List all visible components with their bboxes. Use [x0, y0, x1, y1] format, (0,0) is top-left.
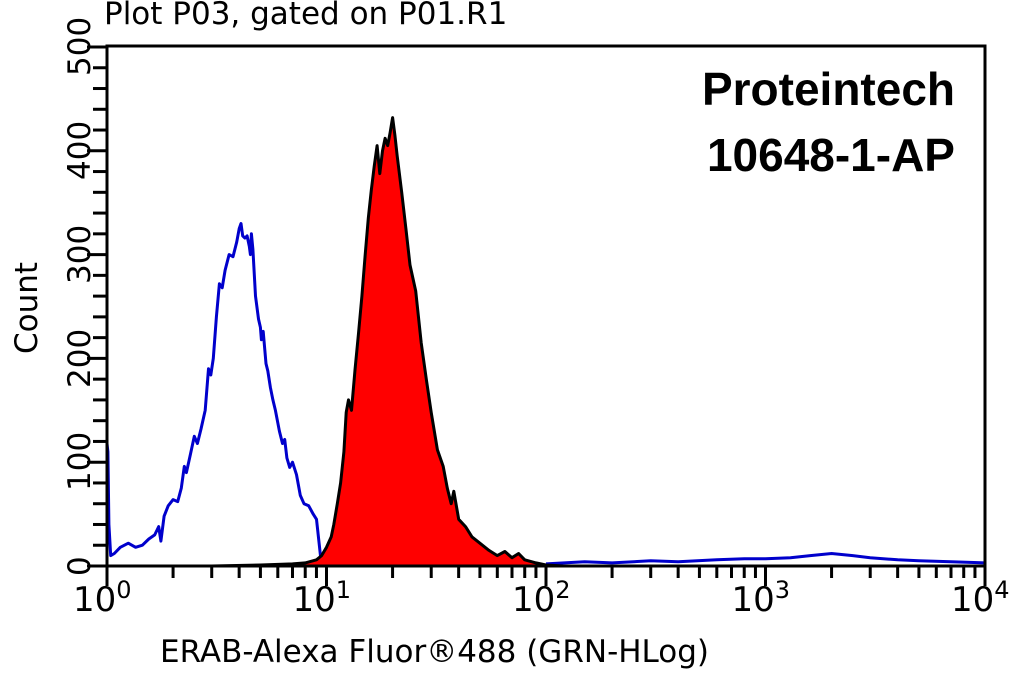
x-axis-label: ERAB-Alexa Fluor®488 (GRN-HLog): [160, 634, 710, 670]
brand-name: Proteintech: [701, 63, 955, 115]
x-tick-label: 100: [73, 576, 132, 620]
series-control-tail: [545, 551, 986, 566]
axes: [87, 44, 987, 586]
series-filled-histogram: [210, 116, 565, 568]
y-tick-label: 0: [62, 556, 98, 576]
chart-title: Plot P03, gated on P01.R1: [104, 0, 508, 32]
x-tick-label: 101: [292, 576, 352, 620]
plot-series: [105, 116, 986, 568]
x-tick-label: 102: [512, 576, 571, 620]
y-tick-label: 300: [62, 224, 98, 284]
y-tick-label: 200: [62, 328, 98, 388]
catalog-number: 10648-1-AP: [706, 129, 955, 181]
y-axis-label: Count: [9, 261, 45, 355]
y-tick-label: 400: [62, 120, 98, 181]
series-control-line: [105, 222, 324, 567]
brand-annotation: Proteintech 10648-1-AP: [702, 56, 955, 188]
x-tick-label: 104: [951, 576, 1010, 620]
y-tick-label: 100: [62, 432, 98, 492]
x-tick-label: 103: [731, 576, 791, 620]
y-tick-label: 500: [62, 17, 98, 77]
